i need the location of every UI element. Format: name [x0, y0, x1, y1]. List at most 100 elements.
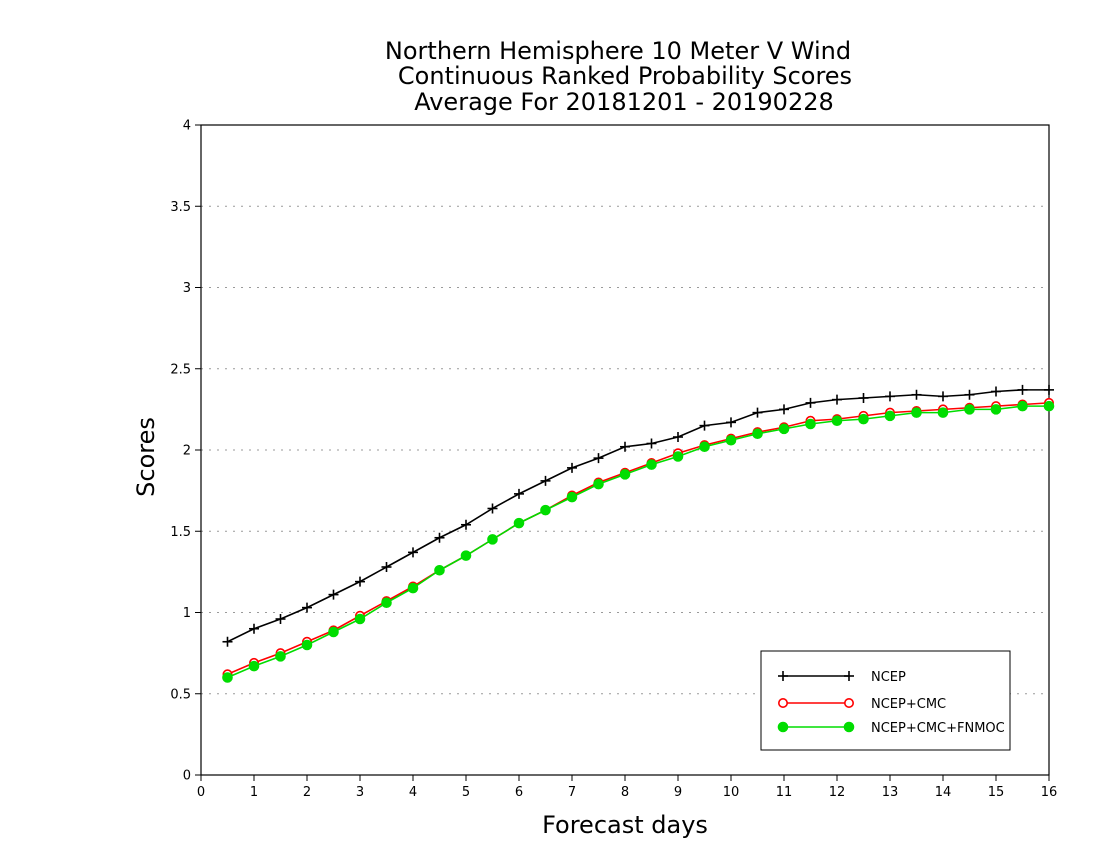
data-point: [487, 503, 498, 514]
chart-title-line-1: Northern Hemisphere 10 Meter V Wind: [385, 37, 851, 65]
data-point: [672, 451, 684, 462]
data-point: [937, 407, 949, 418]
x-tick-label: 6: [515, 785, 523, 800]
data-point: [990, 404, 1002, 415]
x-axis-label: Forecast days: [542, 811, 708, 839]
data-point: [964, 389, 975, 400]
data-point: [858, 413, 869, 425]
legend-label: NCEP+CMC: [871, 697, 946, 712]
data-point: [911, 389, 922, 400]
data-point: [328, 626, 339, 638]
data-point: [620, 441, 630, 452]
data-point: [832, 394, 842, 405]
data-point: [619, 469, 631, 480]
data-point: [513, 517, 525, 529]
data-point: [938, 391, 948, 402]
data-point: [540, 504, 551, 516]
y-tick-label: 0: [183, 769, 191, 784]
data-point: [1017, 400, 1028, 412]
chart-title-line-2: Continuous Ranked Probability Scores: [398, 62, 852, 90]
data-point: [964, 404, 975, 415]
data-point: [354, 613, 366, 625]
x-tick-label: 15: [988, 785, 1005, 800]
data-point: [328, 589, 339, 600]
legend-entry: NCEP+CMC: [777, 697, 946, 712]
x-tick-label: 10: [723, 785, 740, 800]
x-tick-label: 16: [1041, 785, 1058, 800]
legend-box: [760, 650, 1011, 751]
legend: NCEP NCEP+CMC NCEP+CMC+FNMOC: [760, 650, 1011, 751]
y-tick-label: 1.5: [170, 525, 191, 540]
data-point: [407, 582, 419, 594]
y-tick-label: 0.5: [170, 687, 191, 702]
data-point: [673, 432, 683, 442]
y-tick-label: 3: [183, 281, 191, 296]
data-point: [355, 576, 365, 587]
series-ncep-cmc-fnmoc: [222, 400, 1055, 683]
data-point: [699, 441, 710, 453]
data-point: [779, 404, 789, 415]
data-point: [991, 386, 1001, 397]
data-point: [726, 417, 736, 428]
x-tick-label: 14: [935, 785, 952, 800]
data-point: [646, 459, 657, 470]
x-tick-label: 7: [568, 785, 576, 800]
data-point: [831, 415, 843, 427]
x-tick-label: 5: [462, 785, 470, 800]
data-point: [699, 420, 710, 431]
data-point: [805, 397, 816, 408]
data-point: [381, 562, 392, 572]
data-point: [434, 532, 445, 543]
data-point: [911, 407, 922, 418]
data-point: [805, 418, 816, 430]
data-point: [248, 660, 260, 672]
x-tick-label: 11: [776, 785, 793, 800]
data-point: [540, 475, 551, 486]
series-line: [227, 402, 1050, 675]
data-point: [1043, 400, 1055, 412]
x-tick-label: 4: [409, 785, 417, 800]
data-point: [381, 597, 392, 609]
x-tick-label: 3: [356, 785, 364, 800]
legend-marker: [843, 697, 854, 708]
data-point: [487, 534, 498, 545]
data-point: [752, 428, 763, 440]
y-tick-label: 2: [183, 444, 191, 459]
data-point: [275, 614, 286, 624]
x-tick-label: 13: [882, 785, 899, 800]
data-point: [646, 438, 657, 449]
data-point: [301, 639, 313, 651]
series-ncep: [222, 384, 1054, 647]
data-point: [752, 407, 763, 418]
y-tick-label: 1: [183, 606, 191, 621]
legend-marker: [777, 721, 789, 733]
data-point: [885, 391, 895, 402]
data-point: [408, 547, 418, 558]
data-point: [778, 423, 790, 435]
data-point: [593, 453, 604, 464]
x-tick-label: 12: [829, 785, 846, 800]
x-tick-label: 0: [197, 785, 205, 800]
series-line: [227, 405, 1049, 679]
data-point: [566, 491, 578, 503]
x-tick-label: 2: [303, 785, 311, 800]
data-point: [460, 550, 472, 561]
series-ncep-cmc: [222, 397, 1055, 680]
data-point: [884, 410, 896, 422]
x-tick-label: 9: [674, 785, 682, 800]
legend-entry: NCEP+CMC+FNMOC: [777, 721, 1005, 736]
series-lines: [222, 384, 1055, 683]
y-axis-label: Scores: [132, 417, 160, 497]
x-tick-label: 8: [621, 785, 629, 800]
legend-label: NCEP: [871, 670, 906, 685]
data-point: [1017, 384, 1028, 395]
data-point: [249, 623, 259, 634]
legend-marker: [777, 697, 788, 708]
data-point: [434, 564, 445, 576]
y-tick-label: 2.5: [170, 362, 191, 377]
data-point: [858, 393, 869, 403]
data-point: [1044, 384, 1054, 395]
data-point: [302, 602, 312, 613]
legend-marker: [843, 721, 855, 733]
